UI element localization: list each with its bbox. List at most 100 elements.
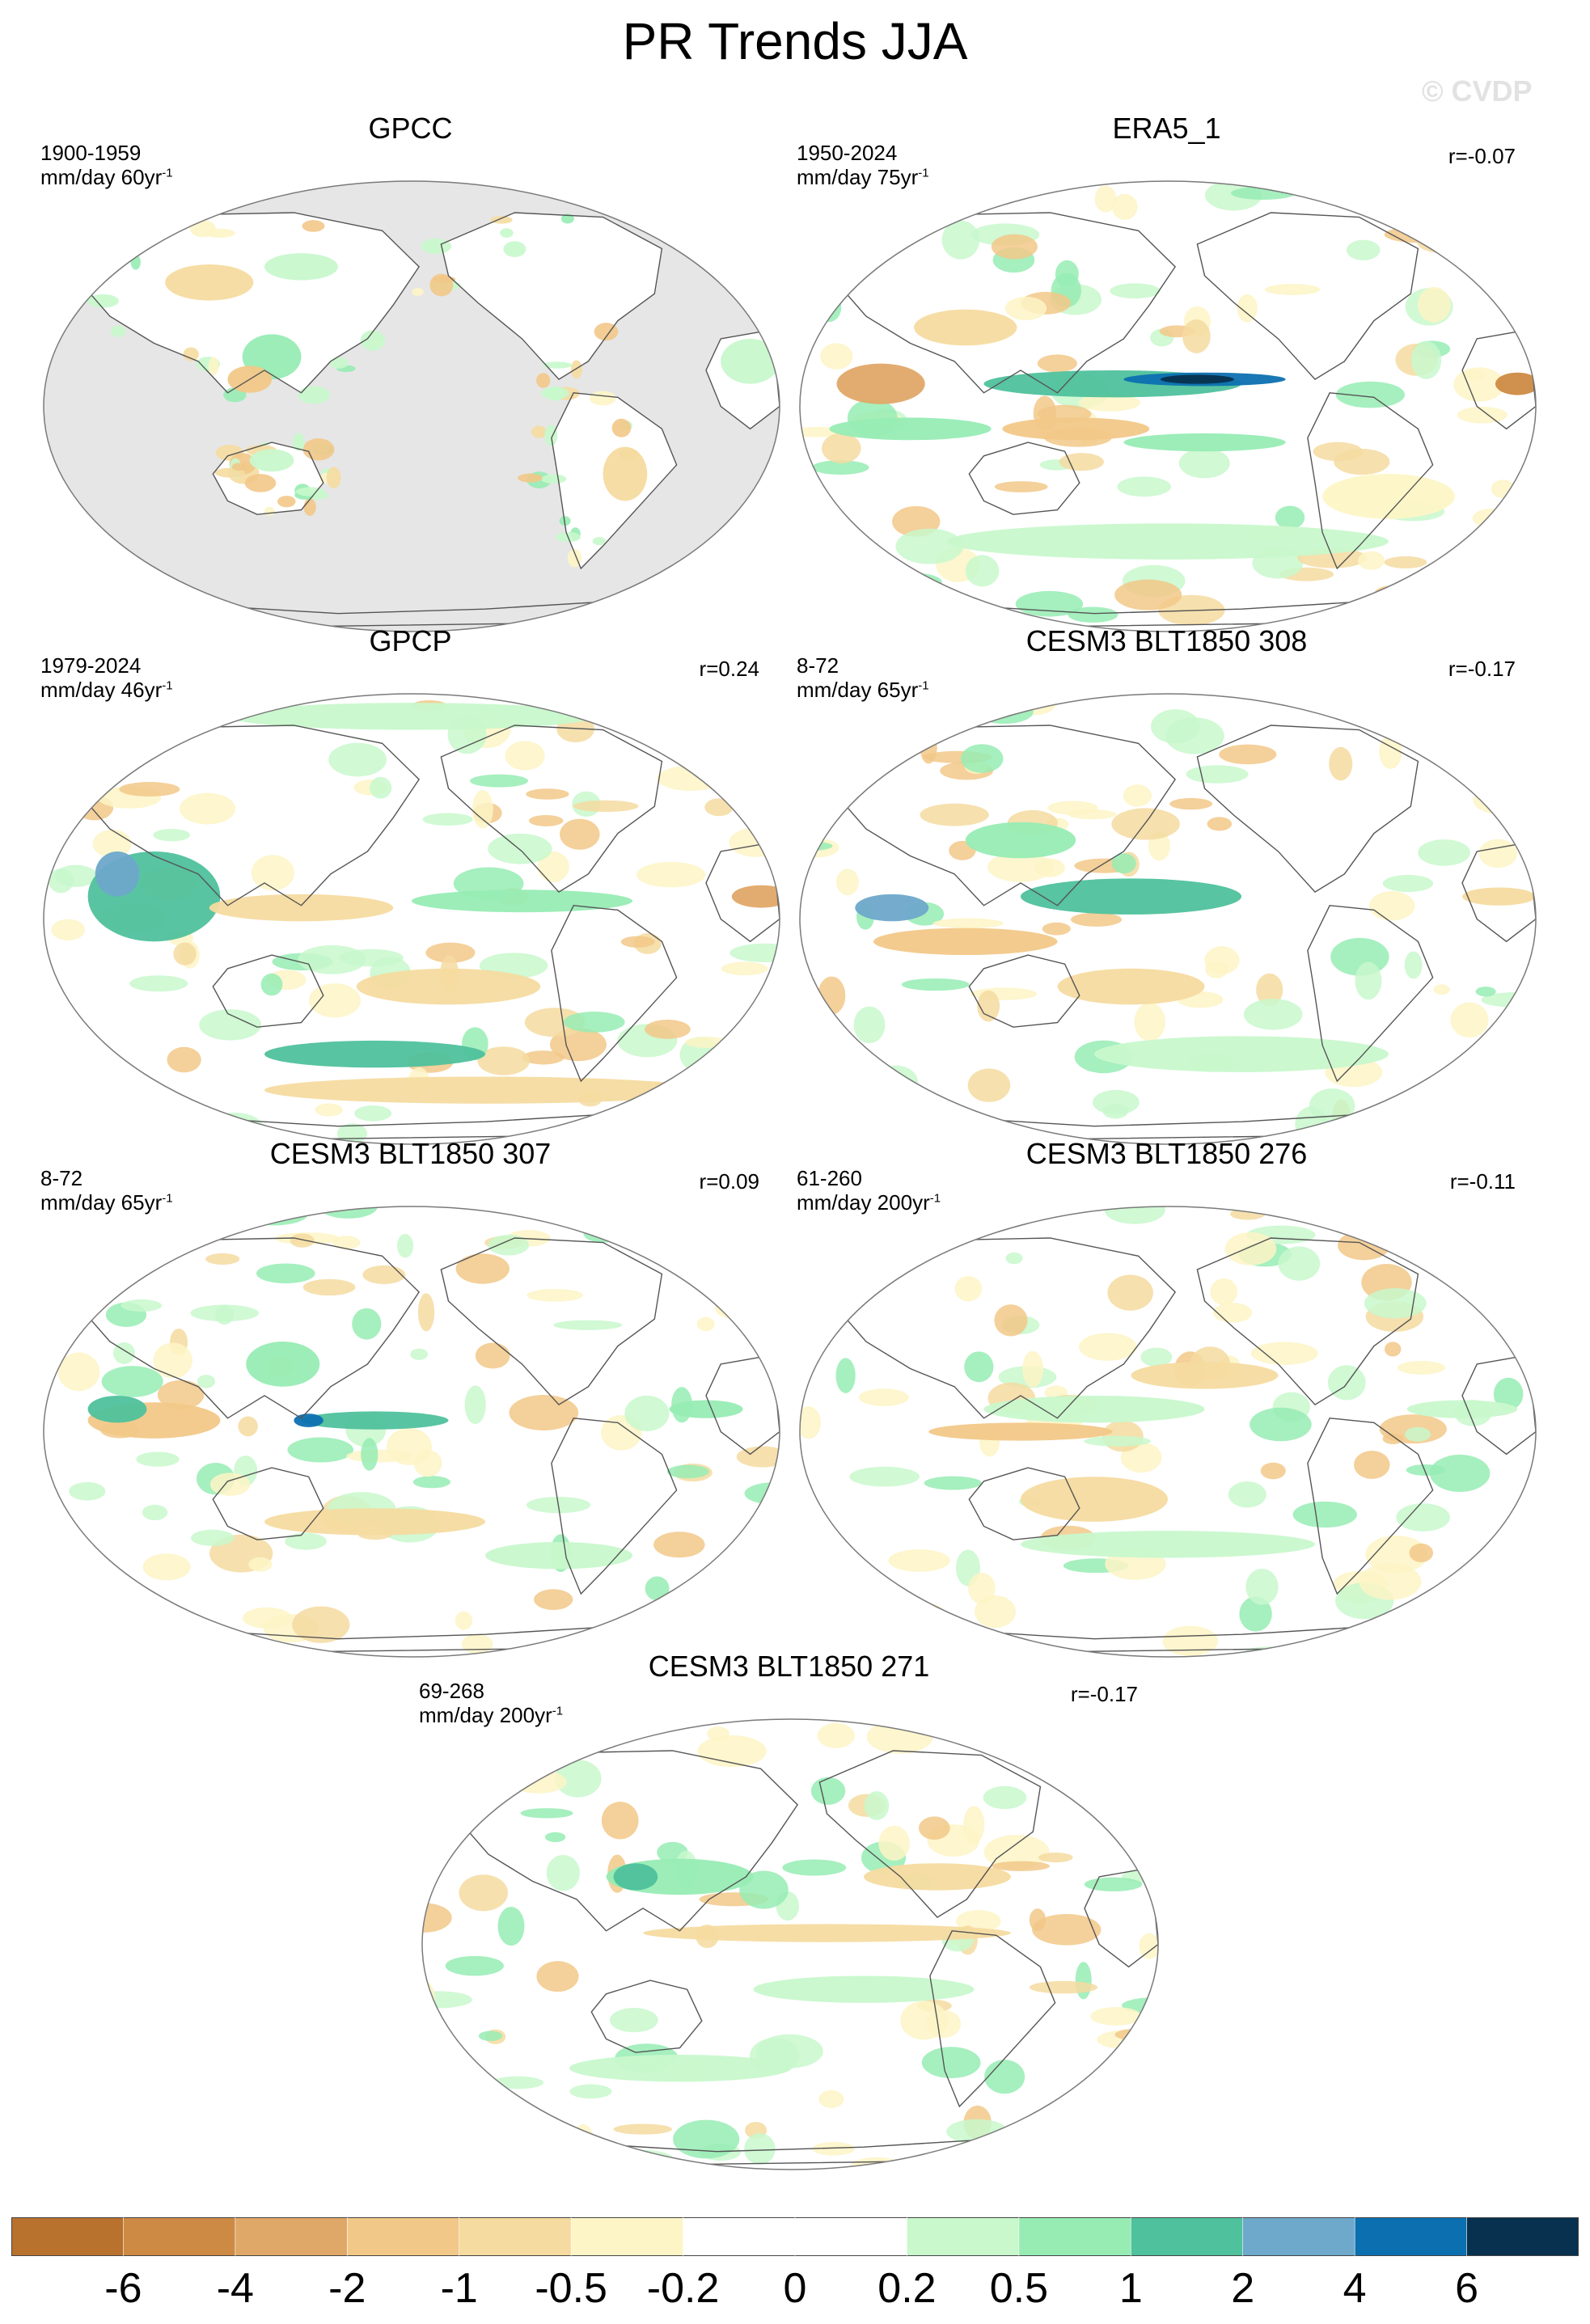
anomaly-patch [44,1570,78,1605]
colorbar-segment [235,2217,348,2256]
anomaly-patch [1364,1288,1427,1319]
anomaly-patch [1429,1454,1491,1492]
anomaly-patch [895,528,964,564]
coastline-samerica [929,1930,1056,2108]
anomaly-patch [1059,453,1104,471]
anomaly-patch [1178,448,1230,479]
coastline-australia [968,442,1080,515]
anomaly-patch [287,1437,354,1463]
anomaly-patch [684,1037,728,1048]
anomaly-patch [472,790,493,829]
anomaly-patch [1205,961,1228,978]
anomaly-patch [742,1084,780,1095]
anomaly-patch [199,1009,262,1041]
anomaly-patch [977,990,1000,1022]
anomaly-patch [888,1549,950,1572]
anomaly-patch [666,1464,709,1479]
colorbar-label: -0.5 [535,2265,607,2312]
anomaly-patch [1140,1347,1173,1367]
main-title: PR Trends JJA [622,12,968,70]
anomaly-patch [422,813,473,826]
anomaly-patch [1308,694,1332,708]
anomaly-patch [243,1607,292,1629]
anomaly-patch [315,1103,343,1117]
anomaly-patch [1186,765,1249,784]
anomaly-patch [1346,239,1381,260]
anomaly-patch [1417,286,1451,323]
anomaly-patch [110,325,126,337]
panel-units: mm/day 65yr-1 [797,678,929,702]
anomaly-patch [526,1288,583,1302]
map-border [799,180,1537,632]
anomaly-patch [1503,1553,1536,1593]
anomaly-patch [849,1466,920,1487]
map-border [43,693,780,1145]
panel-units: mm/day 75yr-1 [797,165,929,189]
anomaly-patch [800,248,817,262]
anomaly-patch [298,386,331,404]
anomaly-patch [921,2047,981,2079]
coastline-greenland [1431,1232,1500,1289]
anomaly-patch [189,220,216,238]
colorbar-segment [1466,2217,1579,2256]
map-panel-era5: ERA5_1 1950-2024 mm/day 75yr-1 r=-0.07 [789,112,1545,632]
map-panel-cesm3-276: CESM3 BLT1850 276 61-260 mm/day 200yr-1 … [789,1137,1545,1658]
anomaly-patch [354,1105,392,1122]
anomaly-patch [800,1034,829,1065]
anomaly-patch [983,1835,1050,1870]
colorbar-label: -1 [440,2265,478,2312]
anomaly-patch [133,1607,184,1641]
panel-correlation: r=-0.17 [1448,657,1516,681]
coastline-asia [835,725,1177,906]
coastline-australia [212,954,324,1028]
anomaly-patch [1245,1568,1279,1605]
coastline-asia [79,212,421,394]
anomaly-patch [292,1606,350,1643]
anomaly-patch [190,1304,259,1322]
anomaly-patch [1360,1206,1401,1237]
anomaly-patch [386,1427,432,1465]
anomaly-patch [244,474,277,492]
anomaly-band [249,449,294,472]
anomaly-patch [1123,1761,1158,1801]
anomaly-patch [329,357,349,369]
anomaly-band [165,264,254,301]
anomaly-patch [954,1276,983,1302]
anomaly-patch [44,1480,54,1493]
anomaly-patch [800,568,859,598]
coastline-namerica [1196,725,1419,893]
anomaly-patch [1111,808,1180,840]
anomaly-patch [1084,1435,1152,1447]
anomaly-band [264,253,338,281]
anomaly-patch [589,391,616,406]
colorbar-segment [795,2217,907,2256]
panel-units: mm/day 65yr-1 [40,1190,173,1215]
anomaly-band [209,894,394,922]
anomaly-patch [544,1832,566,1843]
anomaly-band [983,1395,1205,1423]
anomaly-patch [800,1043,865,1057]
anomaly-patch [1512,1093,1536,1125]
anomaly-patch [537,851,569,883]
anomaly-patch [510,1770,567,1794]
map-panel-gpcp: GPCP 1979-2024 mm/day 46yr-1 r=0.24 [32,624,789,1145]
anomaly-patch [920,803,989,826]
anomaly-band [1462,887,1536,906]
world-map [799,180,1537,632]
anomaly-band [864,1863,1011,1891]
anomaly-patch [1385,1342,1402,1357]
anomaly-patch [155,1215,176,1226]
anomaly-patch [1144,2021,1158,2060]
panel-title: CESM3 BLT1850 308 [1025,624,1308,657]
anomaly-band [87,1395,147,1423]
anomaly-patch [536,1961,579,1992]
anomaly-patch [555,1760,602,1798]
anomaly-patch [183,347,199,361]
anomaly-patch [1080,2150,1146,2170]
coastline-samerica [551,392,678,570]
panel-title: CESM3 BLT1850 271 [648,1650,930,1683]
anomaly-band [1002,417,1150,441]
anomaly-patch [594,323,619,341]
anomaly-band [1057,968,1205,1005]
world-map [799,693,1537,1145]
